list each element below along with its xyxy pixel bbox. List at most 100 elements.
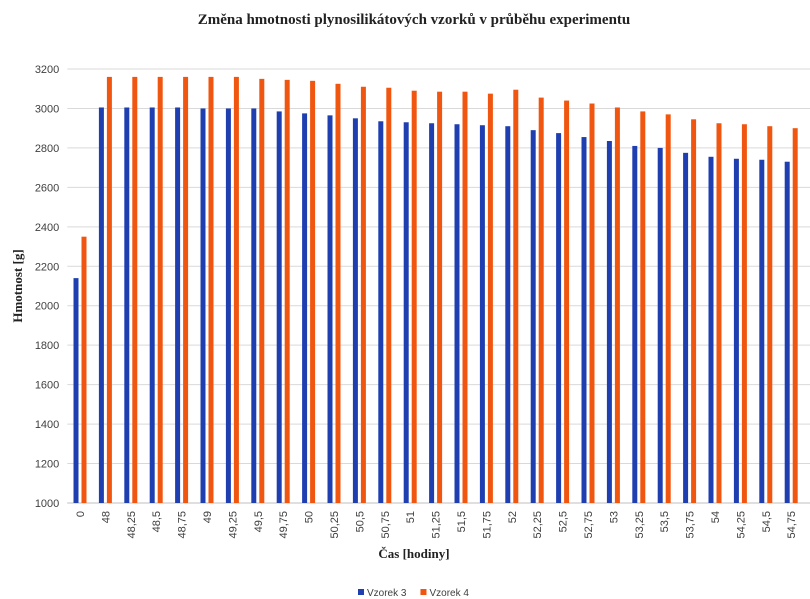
y-tick-label: 1200 [35,459,59,471]
x-tick-label: 53 [608,511,620,523]
y-tick-label: 2400 [35,222,59,234]
x-tick-label: 52,75 [583,511,595,539]
bar [691,119,697,504]
x-tick-label: 52,5 [558,511,570,532]
bar [73,278,79,503]
x-tick-label: 54,75 [786,511,798,539]
bar [175,107,181,503]
y-tick-label: 1800 [35,340,59,352]
bar [454,124,460,504]
bar [556,133,562,503]
bar [352,118,358,504]
x-tick-label: 54 [710,511,722,523]
chart-title: Změna hmotnosti plynosilikátových vzorků… [198,12,631,28]
bar [505,126,511,503]
x-tick-label: 49,25 [227,511,239,539]
bar [200,108,206,504]
bar [251,108,257,504]
x-tick-label: 54,25 [735,511,747,539]
bar [759,159,765,503]
x-tick-label: 49 [202,511,214,523]
x-tick-label: 51,25 [431,511,443,539]
bar [360,86,366,503]
x-axis-title: Čas [hodiny] [378,546,449,561]
bar [259,78,265,503]
y-tick-label: 2000 [35,301,59,313]
bar [284,79,290,503]
x-tick-label: 48,25 [126,511,138,539]
y-tick-label: 1400 [35,419,59,431]
bar [606,141,612,503]
bar [225,108,231,504]
bar [403,122,409,503]
bar [183,76,189,504]
x-tick-label: 53,75 [685,511,697,539]
x-tick-label: 51 [405,511,417,523]
x-tick-label: 52,25 [532,511,544,539]
bar [657,147,663,503]
bar [276,111,282,503]
bar [792,128,798,503]
bar [98,107,104,503]
x-tick-label: 48,75 [177,511,189,539]
bar [81,236,87,503]
x-tick-label: 54,5 [761,511,773,532]
bar [429,123,435,503]
bar [530,130,536,503]
bar [386,87,392,503]
x-tick-label: 48 [100,511,112,523]
bar [708,156,714,503]
bar [157,76,163,504]
x-tick-label: 0 [75,511,87,517]
bar [437,91,443,503]
bar [741,124,747,504]
x-tick-label: 51,5 [456,511,468,532]
bar [538,97,544,503]
y-tick-label: 2200 [35,261,59,273]
y-tick-label: 2600 [35,182,59,194]
bar [640,111,646,503]
bar [479,125,485,504]
y-tick-label: 2800 [35,143,59,155]
bar [513,89,519,504]
y-axis-title: Hmotnost [g] [10,249,25,322]
bar [335,83,341,503]
bar [302,113,308,504]
bar [487,93,493,503]
x-tick-label: 48,5 [151,511,163,532]
y-tick-label: 1000 [35,498,59,510]
bar [378,121,384,503]
x-tick-label: 49,5 [253,511,265,532]
bar [411,90,417,503]
bar [683,152,689,503]
x-tick-label: 50,5 [354,511,366,532]
bar [208,76,214,504]
bar [581,137,587,504]
x-tick-label: 50,25 [329,511,341,539]
bar [632,145,638,503]
x-tick-label: 49,75 [278,511,290,539]
x-tick-label: 50,75 [380,511,392,539]
bar [589,103,595,503]
x-tick-label: 50 [304,511,316,523]
x-tick-label: 53,25 [634,511,646,539]
legend-label: Vzorek 4 [429,588,469,599]
bar [614,107,620,503]
legend-label: Vzorek 3 [367,588,407,599]
x-tick-label: 53,5 [659,511,671,532]
bar [733,158,739,503]
bar [310,80,316,503]
y-tick-label: 1600 [35,380,59,392]
bar [106,76,112,504]
bar [233,76,239,504]
x-tick-label: 52 [507,511,519,523]
y-tick-label: 3200 [35,64,59,76]
bar [149,107,155,503]
bar [462,91,468,503]
bar [716,123,722,503]
x-tick-label: 51,75 [481,511,493,539]
bar [767,126,773,503]
y-tick-label: 3000 [35,103,59,115]
bar [665,114,671,503]
